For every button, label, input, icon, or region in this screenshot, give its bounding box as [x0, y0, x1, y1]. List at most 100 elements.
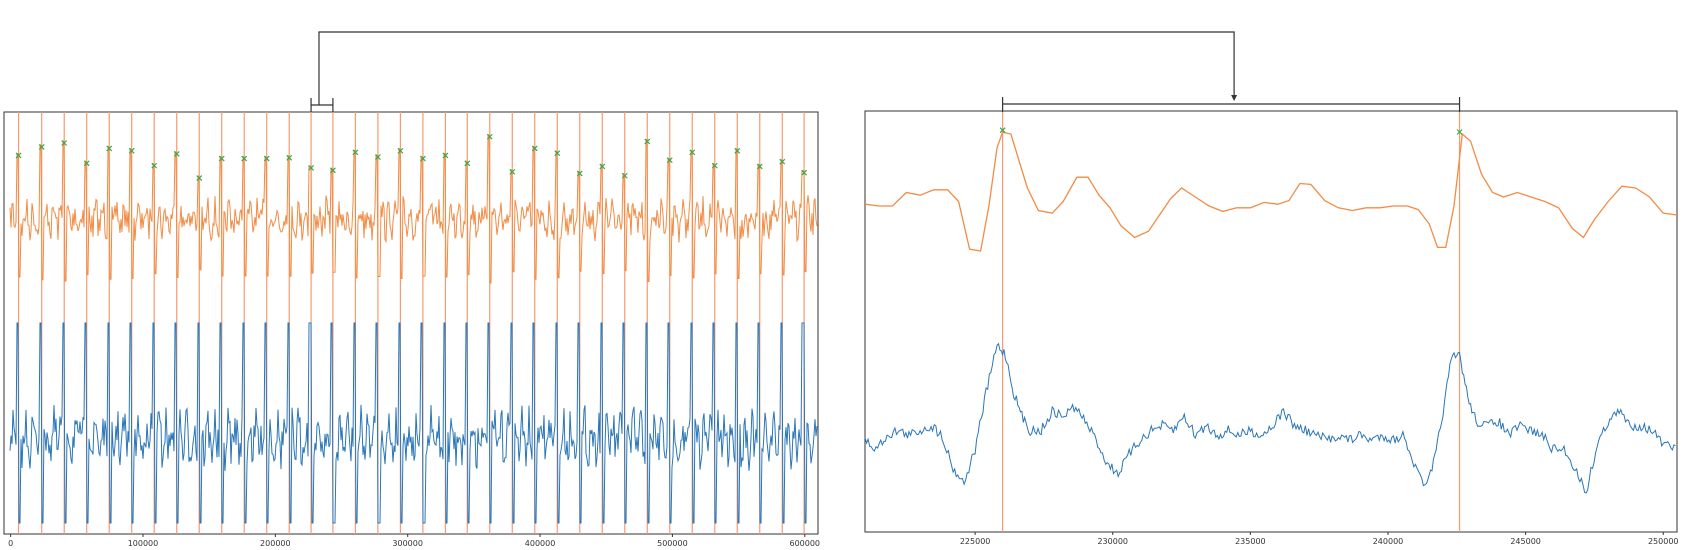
peak-x-marker	[83, 160, 90, 167]
peak-x-marker	[286, 154, 293, 161]
x-tick-label: 225000	[960, 537, 991, 546]
x-tick-label: 400000	[525, 539, 556, 548]
x-tick-label: 230000	[1097, 537, 1128, 546]
series-processed-trace	[864, 131, 1678, 252]
overview-panel: 0 100000 200000 300000 400000 500000 600000	[3, 98, 820, 548]
peak-x-stroke	[352, 149, 359, 156]
zoom-frame	[864, 110, 1678, 533]
peak-x-marker	[689, 149, 696, 156]
peak-x-stroke	[218, 155, 225, 162]
x-tick-label: 100000	[128, 539, 159, 548]
x-tick-label: 500000	[657, 539, 688, 548]
peak-x-marker	[263, 155, 270, 162]
peak-x-stroke	[173, 150, 180, 157]
peak-x-stroke	[196, 175, 203, 182]
x-tick-label: 200000	[260, 539, 291, 548]
peak-x-stroke	[509, 168, 516, 175]
peak-x-stroke	[644, 138, 651, 145]
series-processed-trace	[9, 134, 818, 284]
peak-x-marker	[666, 157, 673, 164]
peak-x-stroke	[286, 154, 293, 161]
peak-x-marker	[554, 150, 561, 157]
peak-x-stroke	[151, 162, 158, 169]
x-tick-label: 250000	[1648, 537, 1679, 546]
peak-x-stroke	[666, 157, 673, 164]
peak-x-stroke	[106, 145, 113, 152]
peak-x-marker	[241, 155, 248, 162]
peak-x-marker	[218, 155, 225, 162]
peak-x-stroke	[308, 165, 314, 171]
zoom-connector	[318, 31, 1238, 105]
peak-x-marker	[128, 147, 135, 154]
x-tick-label: 300000	[392, 539, 423, 548]
connector-line	[318, 31, 1235, 105]
peak-x-marker	[173, 150, 180, 157]
peak-x-stroke	[15, 152, 22, 159]
peak-x-marker	[419, 155, 426, 162]
peak-x-marker	[374, 154, 381, 160]
peak-x-stroke	[442, 152, 449, 159]
x-tick-label: 240000	[1373, 537, 1404, 546]
peak-x-stroke	[531, 145, 538, 152]
peak-x-stroke	[1456, 129, 1463, 135]
peak-x-marker	[61, 140, 68, 146]
peak-x-stroke	[61, 140, 68, 146]
peak-x-marker	[599, 163, 606, 170]
peak-x-marker	[756, 163, 763, 170]
peak-x-marker	[999, 127, 1006, 134]
peak-x-stroke	[734, 147, 741, 154]
x-tick-label: 0	[8, 539, 13, 548]
peak-x-stroke	[241, 155, 248, 162]
peak-x-marker	[531, 145, 538, 152]
peak-x-stroke	[486, 133, 493, 140]
peak-x-stroke	[621, 172, 628, 179]
peak-x-marker	[442, 152, 449, 159]
peak-x-marker	[734, 147, 741, 154]
peak-x-stroke	[419, 155, 426, 162]
overview-frame	[3, 111, 819, 535]
peak-x-stroke	[756, 163, 763, 170]
connector-arrow-icon	[1231, 95, 1238, 101]
peak-x-marker	[329, 167, 336, 174]
series-raw-trace	[9, 322, 818, 524]
peak-x-marker	[397, 147, 404, 154]
peak-x-stroke	[263, 155, 270, 162]
peak-x-stroke	[83, 160, 90, 167]
peak-x-marker	[621, 172, 628, 179]
x-tick-label: 245000	[1510, 537, 1541, 546]
peak-x-stroke	[599, 163, 606, 170]
series-raw-trace	[864, 342, 1676, 494]
peak-x-marker	[106, 145, 113, 152]
peak-x-stroke	[397, 147, 404, 154]
peak-x-marker	[486, 133, 493, 140]
peak-x-stroke	[576, 170, 583, 177]
peak-x-marker	[509, 168, 516, 175]
peak-x-marker	[711, 162, 718, 169]
peak-x-stroke	[711, 162, 718, 169]
peak-x-marker	[779, 158, 786, 165]
peak-x-stroke	[374, 154, 381, 160]
peak-x-stroke	[801, 169, 808, 176]
peak-x-marker	[308, 165, 314, 171]
zoom-panel: 225000 230000 235000 240000 245000 250000	[864, 97, 1679, 546]
peak-x-stroke	[999, 127, 1006, 134]
x-tick-label: 600000	[789, 539, 820, 548]
peak-x-stroke	[779, 158, 786, 165]
peak-x-stroke	[689, 149, 696, 156]
peak-x-stroke	[329, 167, 336, 174]
peak-x-marker	[464, 160, 471, 167]
peak-x-marker	[644, 138, 651, 145]
peak-x-marker	[801, 169, 808, 176]
peak-x-marker	[1456, 129, 1463, 135]
x-tick-label: 235000	[1235, 537, 1266, 546]
peak-x-marker	[576, 170, 583, 177]
peak-x-marker	[151, 162, 158, 169]
peak-x-marker	[196, 175, 203, 182]
peak-x-stroke	[128, 147, 135, 154]
peak-x-stroke	[464, 160, 471, 167]
peak-x-marker	[38, 143, 45, 150]
peak-x-marker	[15, 152, 22, 159]
peak-x-stroke	[554, 150, 561, 157]
peak-x-marker	[352, 149, 359, 156]
